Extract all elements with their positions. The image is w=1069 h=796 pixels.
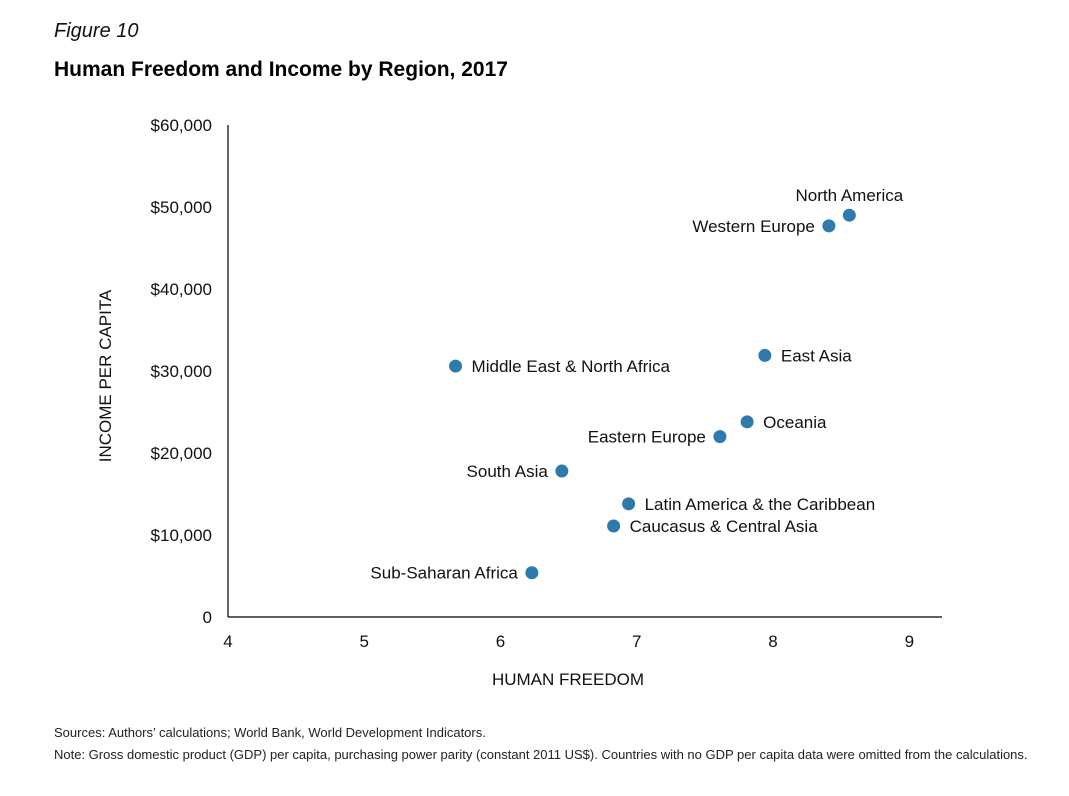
y-tick-label: 0 bbox=[203, 608, 212, 627]
y-tick-label: $30,000 bbox=[151, 362, 212, 381]
x-tick-label: 9 bbox=[905, 632, 914, 651]
data-point bbox=[713, 430, 727, 444]
y-tick-label: $50,000 bbox=[151, 198, 212, 217]
data-point-label: Oceania bbox=[763, 413, 827, 432]
data-point bbox=[740, 415, 754, 429]
scatter-chart: 0 $10,000 $20,000 $30,000 $40,000 $50,000 $60,… bbox=[96, 116, 942, 689]
data-point bbox=[622, 497, 636, 511]
x-tick-label: 4 bbox=[223, 632, 232, 651]
x-tick-label: 7 bbox=[632, 632, 641, 651]
y-tick-label: $10,000 bbox=[151, 526, 212, 545]
data-point-label: East Asia bbox=[781, 346, 852, 365]
data-point bbox=[607, 519, 621, 533]
y-tick-label: $40,000 bbox=[151, 280, 212, 299]
chart-title: Human Freedom and Income by Region, 2017 bbox=[54, 58, 508, 81]
x-axis-title: HUMAN FREEDOM bbox=[492, 670, 644, 689]
data-point-label: Latin America & the Caribbean bbox=[645, 495, 876, 514]
data-point-label: South Asia bbox=[467, 462, 549, 481]
data-point-label: Sub-Saharan Africa bbox=[370, 564, 518, 583]
data-point bbox=[842, 208, 856, 222]
data-point bbox=[822, 219, 836, 233]
data-point bbox=[449, 359, 463, 373]
data-point-label: North America bbox=[795, 186, 903, 205]
data-point-label: Caucasus & Central Asia bbox=[630, 517, 819, 536]
data-point bbox=[758, 348, 772, 362]
data-point bbox=[555, 464, 569, 478]
note-text: Note: Gross domestic product (GDP) per c… bbox=[54, 747, 1028, 762]
y-tick-label: $20,000 bbox=[151, 444, 212, 463]
y-tick-label: $60,000 bbox=[151, 116, 212, 135]
data-point-label: Middle East & North Africa bbox=[472, 357, 671, 376]
x-tick-label: 5 bbox=[360, 632, 369, 651]
y-axis-title: INCOME PER CAPITA bbox=[96, 289, 115, 462]
x-tick-label: 6 bbox=[496, 632, 505, 651]
data-point-label: Western Europe bbox=[692, 217, 815, 236]
data-point bbox=[525, 566, 539, 580]
x-tick-label: 8 bbox=[768, 632, 777, 651]
figure-label: Figure 10 bbox=[54, 20, 139, 42]
sources-text: Sources: Authors’ calculations; World Ba… bbox=[54, 725, 486, 740]
data-point-label: Eastern Europe bbox=[588, 428, 706, 447]
